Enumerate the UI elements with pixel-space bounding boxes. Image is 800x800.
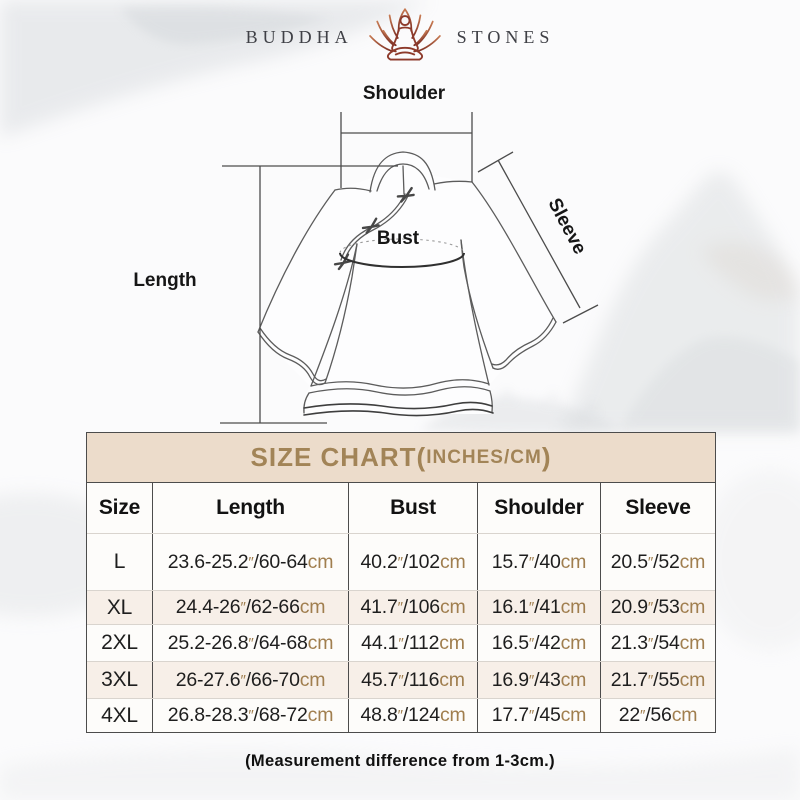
garment-diagram: Shoulder Bust Length Sleeve [133, 83, 599, 424]
cell-shoulder: 16.9 ″/43 cm [478, 662, 601, 698]
frog-button-icon [333, 186, 415, 271]
cell-length: 25.2-26.8 ″/64-68 cm [153, 625, 349, 661]
column-header-size: Size [87, 483, 153, 533]
size-chart-table: SIZE CHART(INCHES/CM) Size Length Bust S… [86, 432, 716, 733]
cell-length: 23.6-25.2 ″/60-64 cm [153, 534, 349, 590]
length-dimension-line [220, 165, 398, 424]
table-row: 2XL 25.2-26.8 ″/64-68 cm 44.1 ″/112 cm 16.5 ″/42… [87, 624, 715, 661]
garment-outline [257, 151, 557, 414]
cell-size: L [87, 534, 153, 590]
table-row: 4XL 26.8-28.3 ″/68-72 cm 48.8 ″/124 cm 17.7 ″/45… [87, 698, 715, 732]
cell-bust: 48.8 ″/124 cm [349, 699, 478, 732]
column-header-length: Length [153, 483, 349, 533]
lotus-meditation-icon [368, 8, 441, 61]
sleeve-dimension-line [477, 151, 599, 324]
column-header-shoulder: Shoulder [478, 483, 601, 533]
brand-logo: BUDDHA STONES [0, 6, 800, 68]
table-row: L 23.6-25.2 ″/60-64 cm 40.2 ″/102 cm 15.7 ″/40 cm… [87, 533, 715, 590]
sleeve-label: Sleeve [543, 195, 590, 258]
cell-length: 26.8-28.3 ″/68-72 cm [153, 699, 349, 732]
bust-label: Bust [377, 228, 420, 249]
shoulder-label: Shoulder [363, 83, 446, 104]
column-header-bust: Bust [349, 483, 478, 533]
size-chart-title-main: SIZE CHART [250, 442, 417, 472]
bust-ellipse-front [339, 252, 465, 268]
brand-word-stones: STONES [456, 26, 555, 47]
brand-word-buddha: BUDDHA [245, 26, 353, 47]
cell-bust: 44.1 ″/112 cm [349, 625, 478, 661]
cell-shoulder: 16.1 ″/41 cm [478, 591, 601, 624]
garment-hem [303, 401, 494, 417]
cell-length: 26-27.6 ″/66-70 cm [153, 662, 349, 698]
cell-bust: 45.7 ″/116 cm [349, 662, 478, 698]
column-header-sleeve: Sleeve [625, 496, 691, 519]
shoulder-dimension-line [340, 112, 473, 188]
cell-size: 3XL [87, 662, 153, 698]
bust-ellipse-back [339, 238, 465, 254]
table-body: L 23.6-25.2 ″/60-64 cm 40.2 ″/102 cm 15.7 ″/40 cm… [87, 533, 715, 732]
cell-sleeve: 21.7 ″/55 cm [610, 668, 706, 691]
cell-length: 24.4-26 ″/62-66 cm [153, 591, 349, 624]
cell-size: 2XL [87, 625, 153, 661]
cell-shoulder: 15.7 ″/40 cm [478, 534, 601, 590]
cell-sleeve: 20.5 ″/52 cm [610, 550, 706, 573]
cell-size: 4XL [87, 699, 153, 732]
size-chart-title: SIZE CHART(INCHES/CM) [87, 433, 715, 483]
cell-size: XL [87, 591, 153, 624]
cell-shoulder: 16.5 ″/42 cm [478, 625, 601, 661]
garment-fill [258, 152, 556, 414]
cell-sleeve: 22 ″/56 cm [618, 704, 698, 726]
table-row: XL 24.4-26 ″/62-66 cm 41.7 ″/106 cm 16.1 ″/41 cm 2… [87, 590, 715, 624]
cell-shoulder: 17.7 ″/45 cm [478, 699, 601, 732]
cell-bust: 41.7 ″/106 cm [349, 591, 478, 624]
cell-sleeve: 21.3 ″/54 cm [610, 631, 706, 654]
dimension-lines [220, 112, 599, 424]
table-header-row: Size Length Bust Shoulder Sleeve [87, 483, 715, 533]
cell-bust: 40.2 ″/102 cm [349, 534, 478, 590]
size-chart-title-unit: INCHES/CM [426, 446, 542, 468]
length-label: Length [133, 270, 196, 291]
table-row: 3XL 26-27.6 ″/66-70 cm 45.7 ″/116 cm 16.9 ″/43 cm… [87, 661, 715, 698]
cell-sleeve: 20.9 ″/53 cm [610, 596, 706, 618]
measurement-note: (Measurement difference from 1-3cm.) [245, 752, 555, 770]
